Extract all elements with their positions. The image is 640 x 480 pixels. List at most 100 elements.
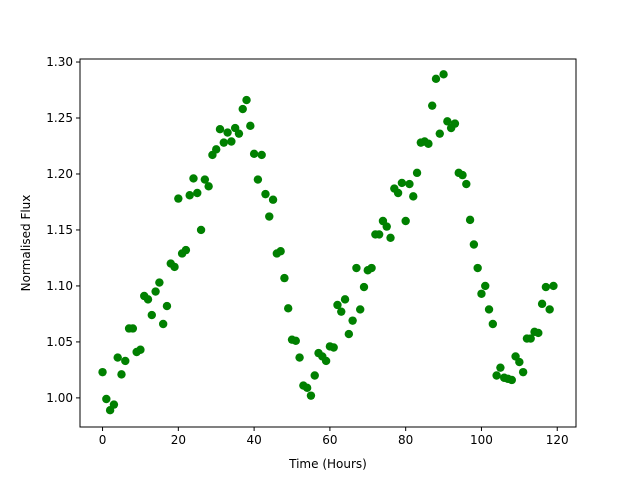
point [242,95,251,105]
point [121,356,130,366]
point [219,138,228,147]
point [541,282,551,292]
point [109,400,119,409]
point [405,179,414,189]
point [268,195,278,204]
point [212,145,221,154]
point [102,394,111,404]
point [321,356,331,366]
x-tick-label: 60 [322,433,337,447]
point [261,189,270,199]
point [265,212,274,221]
point [348,316,357,325]
point [484,305,494,314]
point [450,119,460,128]
point [162,301,172,311]
point [215,124,225,134]
point [352,263,361,273]
point [409,192,418,201]
y-tick-label: 1.10 [46,279,73,293]
point [473,263,482,273]
point [374,230,384,239]
point [443,117,452,126]
x-tick-label: 120 [546,433,569,447]
point [545,305,554,314]
point [295,353,304,362]
x-tick-label: 40 [246,433,261,447]
point [465,215,475,225]
point [310,371,319,380]
point [238,104,247,114]
point [462,179,471,189]
point [344,329,354,339]
y-tick-label: 1.05 [46,335,73,349]
point [337,307,346,316]
point [253,175,263,184]
point [306,391,316,400]
point [496,363,505,372]
point [189,174,198,183]
point [174,194,183,203]
point [329,343,338,352]
point [382,222,391,231]
y-axis-label: Normalised Flux [19,195,33,292]
point [151,287,160,296]
point [117,370,126,379]
point [340,295,350,304]
point [155,278,164,287]
point [284,304,293,313]
x-tick-label: 80 [398,433,413,447]
point [424,139,433,148]
point [386,233,395,242]
point [481,281,490,291]
point [200,175,210,184]
point [435,129,444,138]
point [113,353,122,362]
point [302,383,312,393]
point [291,336,300,345]
y-tick-label: 1.30 [46,55,73,69]
point [518,367,528,377]
point [204,182,213,191]
point [280,273,289,283]
y-tick-label: 1.25 [46,111,73,125]
point [439,70,448,79]
point [143,295,153,304]
point [246,121,255,131]
point [193,188,202,198]
point [537,299,547,309]
point [412,168,422,178]
point [227,137,236,146]
point [359,282,369,292]
point [276,247,285,256]
point [397,178,407,188]
x-tick-label: 100 [470,433,493,447]
point [549,281,558,291]
x-axis-label: Time (Hours) [288,457,367,471]
point [515,357,524,367]
point [185,191,194,200]
point [234,129,244,138]
point [458,170,467,180]
y-tick-label: 1.00 [46,391,73,405]
point [526,334,535,343]
point [431,74,441,84]
plot-frame [79,58,577,428]
point [333,300,342,310]
point [367,263,376,273]
point [170,262,179,272]
point [181,245,191,255]
point [534,328,543,338]
point [488,319,498,329]
point [158,319,168,329]
point [469,240,479,249]
point [507,375,516,385]
point [257,150,266,160]
point [393,188,403,198]
x-tick-label: 0 [99,433,107,447]
point [428,101,437,110]
point [147,310,157,320]
point [223,128,232,137]
point [196,225,206,235]
